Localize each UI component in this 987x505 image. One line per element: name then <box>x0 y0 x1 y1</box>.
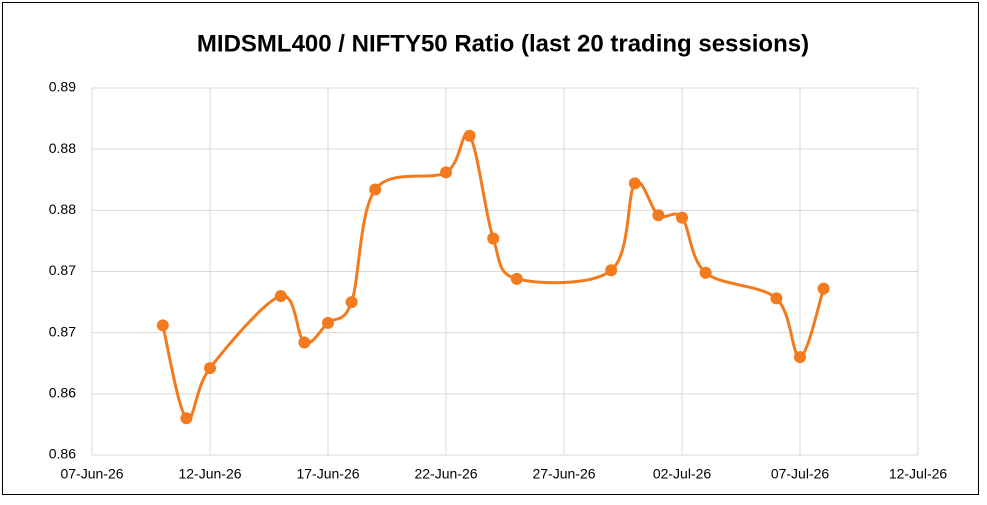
marker <box>274 289 287 302</box>
marker <box>699 266 712 279</box>
marker <box>676 211 688 224</box>
x-tick-label: 12-Jun-26 <box>178 466 241 482</box>
y-tick-label: 0.87 <box>49 262 76 278</box>
x-tick-label: 12-Jul-26 <box>889 466 948 482</box>
x-tick-label: 22-Jun-26 <box>414 466 477 482</box>
chart-frame <box>2 2 979 495</box>
marker <box>794 351 806 364</box>
y-tick-label: 0.86 <box>49 385 76 401</box>
x-tick-label: 17-Jun-26 <box>296 466 359 482</box>
chart-title: MIDSML400 / NIFTY50 Ratio (last 20 tradi… <box>197 30 809 57</box>
marker <box>510 272 523 285</box>
x-tick-label: 27-Jun-26 <box>532 466 595 482</box>
y-tick-label: 0.88 <box>49 201 76 217</box>
marker <box>652 209 665 222</box>
marker <box>204 362 216 375</box>
marker <box>298 336 311 349</box>
marker <box>770 292 783 305</box>
marker <box>440 166 452 179</box>
y-tick-label: 0.87 <box>49 323 76 339</box>
x-tick-label: 02-Jul-26 <box>653 466 712 482</box>
marker <box>369 183 382 196</box>
x-tick-label: 07-Jul-26 <box>771 466 830 482</box>
y-tick-label: 0.89 <box>49 79 76 95</box>
marker <box>487 232 500 245</box>
marker <box>817 282 830 295</box>
marker <box>463 129 476 142</box>
marker <box>180 412 193 425</box>
x-tick-label: 07-Jun-26 <box>60 466 123 482</box>
marker <box>345 296 358 309</box>
y-tick-label: 0.86 <box>49 446 76 462</box>
y-tick-label: 0.88 <box>49 140 76 156</box>
marker <box>605 264 618 277</box>
marker <box>156 319 169 332</box>
marker <box>628 177 641 190</box>
marker <box>322 316 334 329</box>
